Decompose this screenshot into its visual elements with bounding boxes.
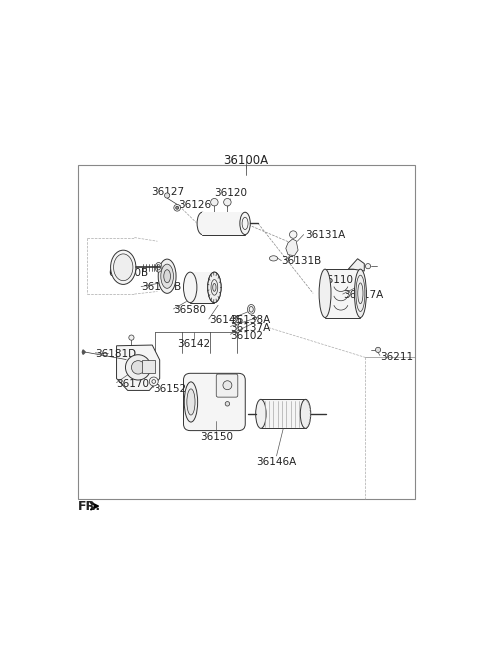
Ellipse shape [300, 400, 311, 428]
Ellipse shape [240, 213, 250, 235]
Circle shape [225, 401, 229, 406]
Text: 36131B: 36131B [281, 256, 322, 266]
Ellipse shape [269, 256, 277, 261]
Ellipse shape [211, 279, 218, 295]
Ellipse shape [158, 259, 176, 293]
Text: 36170: 36170 [117, 379, 150, 389]
Circle shape [174, 205, 180, 211]
Text: 36168B: 36168B [141, 282, 181, 293]
Text: 36110: 36110 [321, 275, 353, 285]
Text: 36150: 36150 [200, 432, 233, 442]
Ellipse shape [164, 270, 170, 283]
Ellipse shape [208, 272, 221, 302]
Text: 36146A: 36146A [256, 457, 297, 467]
Circle shape [365, 264, 371, 269]
Ellipse shape [256, 400, 266, 428]
Ellipse shape [354, 269, 366, 318]
Text: 36127: 36127 [151, 186, 184, 197]
Circle shape [211, 199, 218, 206]
Text: 36138A: 36138A [230, 315, 271, 325]
Text: 36126: 36126 [178, 200, 211, 210]
FancyBboxPatch shape [183, 373, 245, 430]
Ellipse shape [319, 269, 331, 318]
Ellipse shape [183, 272, 197, 302]
Polygon shape [117, 345, 160, 390]
FancyBboxPatch shape [261, 400, 305, 428]
Ellipse shape [213, 283, 216, 291]
Circle shape [129, 335, 134, 340]
Circle shape [165, 193, 170, 198]
Text: 36117A: 36117A [343, 290, 383, 300]
Text: 68910B: 68910B [108, 268, 148, 278]
Circle shape [289, 231, 297, 238]
Text: FR.: FR. [78, 500, 101, 512]
FancyBboxPatch shape [202, 213, 245, 235]
Text: 36120: 36120 [215, 188, 248, 198]
FancyBboxPatch shape [325, 269, 360, 318]
Text: 36152B: 36152B [153, 384, 193, 394]
Text: 36580: 36580 [173, 304, 206, 315]
Ellipse shape [248, 304, 255, 314]
Text: 36211: 36211 [380, 352, 413, 361]
Text: 36142: 36142 [177, 339, 211, 350]
Ellipse shape [208, 272, 221, 302]
Polygon shape [286, 239, 298, 256]
Circle shape [223, 380, 232, 390]
Circle shape [125, 355, 151, 380]
Circle shape [176, 206, 179, 209]
Circle shape [132, 361, 145, 374]
Text: 36131A: 36131A [305, 230, 346, 239]
Ellipse shape [161, 264, 173, 289]
FancyBboxPatch shape [216, 374, 238, 397]
FancyBboxPatch shape [190, 272, 215, 302]
Circle shape [224, 199, 231, 206]
Polygon shape [348, 258, 364, 271]
Text: 36102: 36102 [230, 331, 264, 340]
Circle shape [375, 347, 381, 352]
Text: 36100A: 36100A [223, 154, 269, 167]
Ellipse shape [110, 250, 136, 285]
Circle shape [149, 377, 158, 386]
Ellipse shape [184, 382, 198, 422]
Text: 36137A: 36137A [230, 323, 271, 333]
Text: 36181D: 36181D [96, 348, 136, 359]
Ellipse shape [155, 262, 162, 272]
Text: 36145: 36145 [209, 315, 242, 325]
Polygon shape [142, 360, 155, 373]
Ellipse shape [114, 254, 133, 281]
Ellipse shape [197, 213, 207, 235]
Ellipse shape [187, 389, 195, 415]
Polygon shape [83, 350, 85, 354]
